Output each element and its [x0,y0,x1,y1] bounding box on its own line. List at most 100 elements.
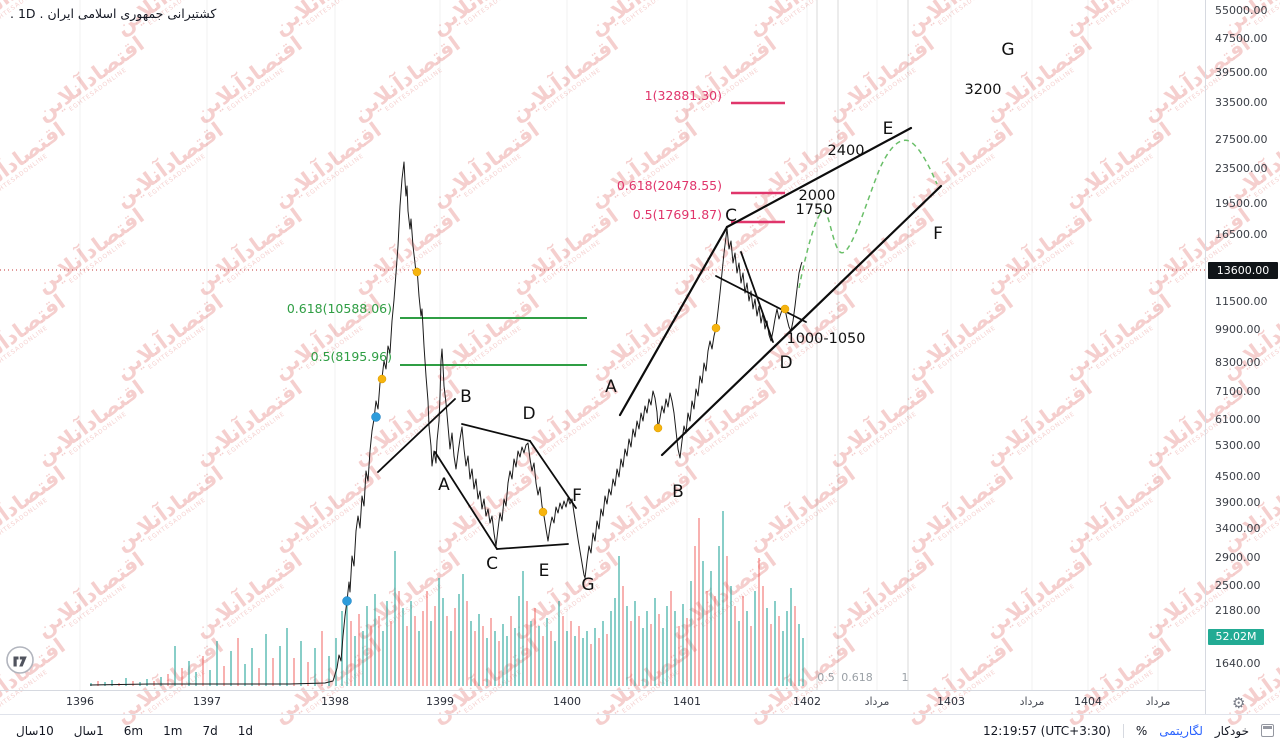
fib-level-label-pink: 0.618(20478.55) [617,178,722,193]
time-tick-year: 1397 [193,695,221,708]
volume-bar [446,616,448,686]
fib-level-label-pink: 0.5(17691.87) [633,207,722,222]
trend-line[interactable] [496,543,569,550]
volume-bar [526,601,528,686]
volume-bar [802,638,804,686]
projection-path[interactable] [798,139,938,289]
trend-line[interactable] [715,275,807,323]
wave-letter-G[interactable]: G [581,575,594,595]
timeframe-button-1[interactable]: 10سال [16,723,54,738]
volume-bar [622,586,624,686]
wave-letter-D[interactable]: D [522,404,535,424]
timeframe-button-6[interactable]: 1d [237,723,253,738]
wave-letter-C[interactable]: C [725,206,737,226]
settings-gear-icon[interactable]: ⚙ [1232,694,1246,712]
volume-bar [97,681,99,686]
timeframe-button-4[interactable]: 1m [163,723,183,738]
wave-letter-F[interactable]: F [933,224,943,244]
volume-bar [734,606,736,686]
volume-bar [674,611,676,686]
volume-bar [574,636,576,686]
log-scale-button[interactable]: لگاریتمی [1159,723,1203,738]
wave-letter-B[interactable]: B [460,387,472,407]
volume-bar [530,621,532,686]
volume-bar [670,591,672,686]
wave-letter-C[interactable]: C [486,554,498,574]
volume-bar [482,626,484,686]
timeframe-button-3[interactable]: 6m [123,723,144,738]
trend-line[interactable] [740,251,774,343]
wave-letter-E[interactable]: E [539,561,550,581]
price-tick: 7100.00 [1215,385,1261,398]
panel-toggle-icon[interactable] [1261,724,1274,737]
wave-letter-A[interactable]: A [438,475,450,495]
volume-bar [706,591,708,686]
volume-bar [237,638,239,686]
volume-bar [382,631,384,686]
volume-bar [774,601,776,686]
wave-letter-F[interactable]: F [572,486,582,506]
volume-bar [578,626,580,686]
marker-dot-yellow[interactable] [538,507,548,517]
volume-bar [104,682,106,686]
trend-line[interactable] [618,225,729,417]
wave-letter-A[interactable]: A [605,377,617,397]
wave-letter-B[interactable]: B [672,482,684,502]
marker-dot-blue[interactable] [371,412,381,422]
wave-letter-E[interactable]: E [883,119,894,139]
auto-scale-button[interactable]: خودکار [1214,723,1249,738]
volume-bar [153,681,155,686]
fib-level-label-green: 0.618(10588.06) [287,301,392,316]
timeframe-button-5[interactable]: 7d [202,723,218,738]
trend-line[interactable] [377,398,456,473]
volume-bar [606,634,608,686]
price-target-label[interactable]: 1000-1050 [786,331,865,347]
time-tick-year: 1401 [673,695,701,708]
trend-line[interactable] [461,423,531,442]
volume-bar [374,594,376,686]
volume-bar [742,596,744,686]
trend-line[interactable] [434,451,498,550]
price-target-label[interactable]: 1750 [796,202,833,218]
volume-bar [502,624,504,686]
marker-dot-yellow[interactable] [780,304,790,314]
volume-bar [354,636,356,686]
volume-bar [390,621,392,686]
price-target-label[interactable]: 2000 [799,188,836,204]
trend-line[interactable] [725,126,913,229]
price-axis[interactable]: 13600.00 52.02M ⚙ 55000.00 47500.00 39500.… [1205,0,1280,714]
price-target-label[interactable]: 2400 [828,143,865,159]
chart-pane[interactable]: 0.5 0.618 1 0.618(10588.06) 0.5(8195.96) 1(32… [0,0,1205,690]
volume-bar [300,641,302,686]
tradingview-logo-icon[interactable] [5,645,35,679]
volume-bar [762,586,764,686]
volume-bar [738,621,740,686]
volume-bar [654,598,656,686]
volume-bar [694,546,696,686]
volume-bar [770,624,772,686]
marker-dot-blue[interactable] [342,596,352,606]
trend-line[interactable] [529,440,577,509]
price-target-label[interactable]: 3200 [965,82,1002,98]
marker-dot-yellow[interactable] [653,423,663,433]
marker-dot-yellow[interactable] [412,267,422,277]
price-tick: 39500.00 [1215,66,1268,79]
time-tick-year: 1404 [1074,695,1102,708]
volume-bar [758,558,760,686]
price-tick: 2900.00 [1215,551,1261,564]
price-tick: 3400.00 [1215,522,1261,535]
time-tick-month: مرداد [864,695,890,708]
percent-scale-button[interactable]: % [1135,723,1148,738]
volume-bar [534,608,536,686]
timeframe-button-2[interactable]: 1سال [73,723,104,738]
wave-letter-D[interactable]: D [779,353,792,373]
fib-level-label-pink: 1(32881.30) [645,88,722,103]
time-axis[interactable]: 1396 1397 1398 1399 1400 1401 1402 مرداد 1403 مرد… [0,690,1205,715]
fib-time-label: 1 [902,671,909,684]
clock-label[interactable]: 12:19:57 (UTC+3:30) [982,723,1111,738]
wave-letter-G[interactable]: G [1001,40,1014,60]
time-tick-month: مرداد [1145,695,1171,708]
symbol-title[interactable]: کشتیرانی جمهوری اسلامی ایران . 1D . [10,6,217,21]
marker-dot-yellow[interactable] [377,374,387,384]
marker-dot-yellow[interactable] [711,323,721,333]
